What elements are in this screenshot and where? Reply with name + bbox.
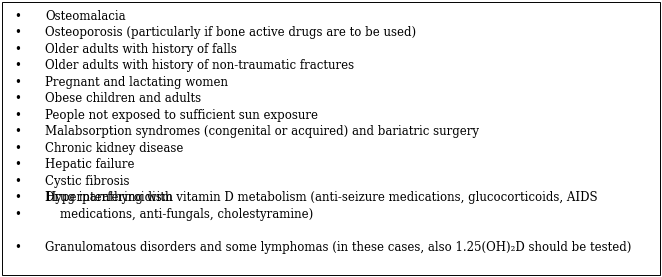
Text: Chronic kidney disease: Chronic kidney disease <box>45 142 183 155</box>
Text: Obese children and adults: Obese children and adults <box>45 92 201 105</box>
Text: Granulomatous disorders and some lymphomas (in these cases, also 1.25(OH)₂D shou: Granulomatous disorders and some lymphom… <box>45 241 632 254</box>
Text: Malabsorption syndromes (congenital or acquired) and bariatric surgery: Malabsorption syndromes (congenital or a… <box>45 125 479 138</box>
Text: Osteomalacia: Osteomalacia <box>45 10 126 23</box>
Text: •: • <box>15 208 21 221</box>
Text: •: • <box>15 10 21 23</box>
Text: Drug interfering with vitamin D metabolism (anti-seizure medications, glucocorti: Drug interfering with vitamin D metaboli… <box>45 191 598 221</box>
Text: •: • <box>15 191 21 204</box>
Text: Pregnant and lactating women: Pregnant and lactating women <box>45 76 228 89</box>
Text: •: • <box>15 241 21 254</box>
Text: •: • <box>15 158 21 171</box>
Text: People not exposed to sufficient sun exposure: People not exposed to sufficient sun exp… <box>45 109 318 122</box>
Text: •: • <box>15 59 21 72</box>
Text: Older adults with history of falls: Older adults with history of falls <box>45 43 237 56</box>
Text: •: • <box>15 43 21 56</box>
Text: •: • <box>15 92 21 105</box>
Text: •: • <box>15 142 21 155</box>
Text: •: • <box>15 175 21 188</box>
Text: Older adults with history of non-traumatic fractures: Older adults with history of non-traumat… <box>45 59 354 72</box>
Text: Hyperparathyroidism: Hyperparathyroidism <box>45 191 173 204</box>
Text: •: • <box>15 125 21 138</box>
Text: Cystic fibrosis: Cystic fibrosis <box>45 175 130 188</box>
Text: •: • <box>15 109 21 122</box>
Text: •: • <box>15 76 21 89</box>
Text: Osteoporosis (particularly if bone active drugs are to be used): Osteoporosis (particularly if bone activ… <box>45 26 416 39</box>
Text: •: • <box>15 26 21 39</box>
Text: Hepatic failure: Hepatic failure <box>45 158 134 171</box>
